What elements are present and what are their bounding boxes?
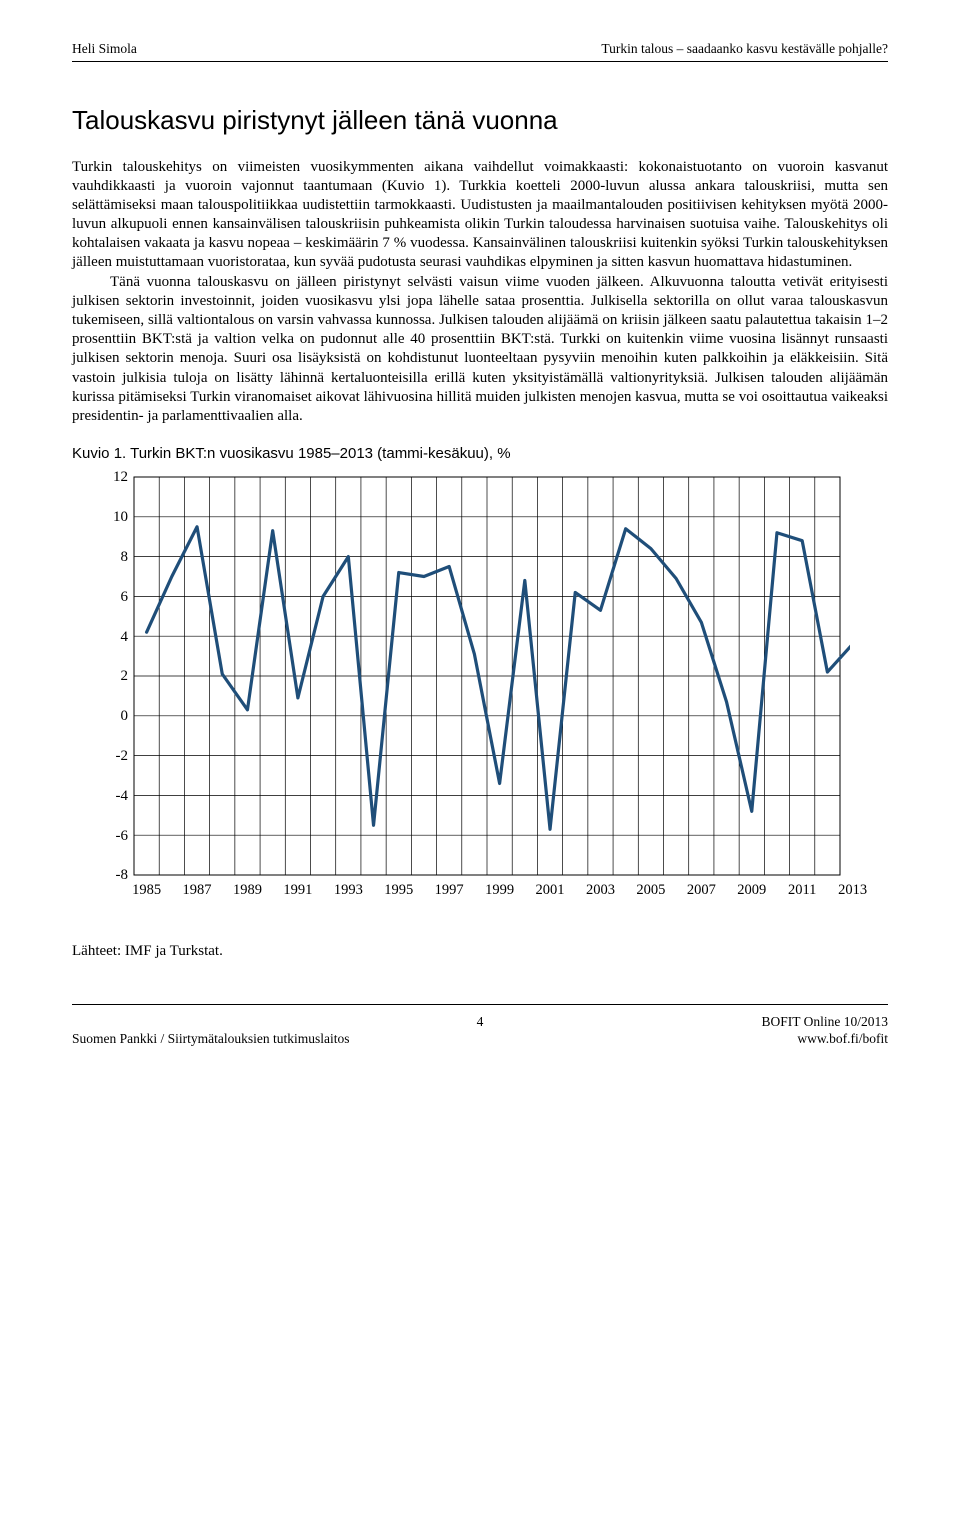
page-footer: 4 Suomen Pankki / Siirtymätalouksien tut… xyxy=(72,1013,888,1048)
y-tick-label: 12 xyxy=(94,468,128,487)
header-title: Turkin talous – saadaanko kasvu kestäväl… xyxy=(601,40,888,57)
body-text: Turkin talouskehitys on viimeisten vuosi… xyxy=(72,158,888,427)
x-tick-label: 2011 xyxy=(782,881,822,900)
y-tick-label: -8 xyxy=(94,866,128,885)
gdp-growth-chart: 12 10 8 6 4 2 0 -2 -4 -6 -8 1985 1987 1989 1991 1993 19… xyxy=(90,471,850,916)
chart-caption: Kuvio 1. Turkin BKT:n vuosikasvu 1985–20… xyxy=(72,444,888,463)
y-tick-label: 0 xyxy=(94,707,128,726)
x-tick-label: 2005 xyxy=(631,881,671,900)
x-tick-label: 2003 xyxy=(580,881,620,900)
x-tick-label: 1989 xyxy=(227,881,267,900)
y-tick-label: 6 xyxy=(94,588,128,607)
footer-page-number: 4 xyxy=(72,1013,888,1030)
y-tick-label: 8 xyxy=(94,548,128,567)
x-tick-label: 1985 xyxy=(127,881,167,900)
chart-svg xyxy=(90,471,850,916)
x-tick-label: 2009 xyxy=(732,881,772,900)
x-tick-label: 1993 xyxy=(328,881,368,900)
x-tick-label: 2001 xyxy=(530,881,570,900)
y-tick-label: 10 xyxy=(94,508,128,527)
page-header: Heli Simola Turkin talous – saadaanko ka… xyxy=(72,40,888,57)
y-tick-label: -4 xyxy=(94,787,128,806)
header-rule xyxy=(72,61,888,62)
y-tick-label: 4 xyxy=(94,628,128,647)
header-author: Heli Simola xyxy=(72,40,137,57)
paragraph-1: Turkin talouskehitys on viimeisten vuosi… xyxy=(72,159,888,271)
chart-sources: Lähteet: IMF ja Turkstat. xyxy=(72,942,888,961)
paragraph-2: Tänä vuonna talouskasvu on jälleen piris… xyxy=(72,274,888,424)
y-tick-label: 2 xyxy=(94,667,128,686)
x-tick-label: 1999 xyxy=(480,881,520,900)
x-tick-label: 2013 xyxy=(833,881,873,900)
x-tick-label: 1991 xyxy=(278,881,318,900)
page-title: Talouskasvu piristynyt jälleen tänä vuon… xyxy=(72,104,888,137)
x-tick-label: 1997 xyxy=(429,881,469,900)
footer-rule xyxy=(72,1004,888,1005)
footer-right-bottom: www.bof.fi/bofit xyxy=(797,1031,888,1046)
x-tick-label: 2007 xyxy=(681,881,721,900)
x-tick-label: 1995 xyxy=(379,881,419,900)
y-tick-label: -2 xyxy=(94,747,128,766)
y-tick-label: -6 xyxy=(94,827,128,846)
x-tick-label: 1987 xyxy=(177,881,217,900)
footer-left: Suomen Pankki / Siirtymätalouksien tutki… xyxy=(72,1030,350,1047)
